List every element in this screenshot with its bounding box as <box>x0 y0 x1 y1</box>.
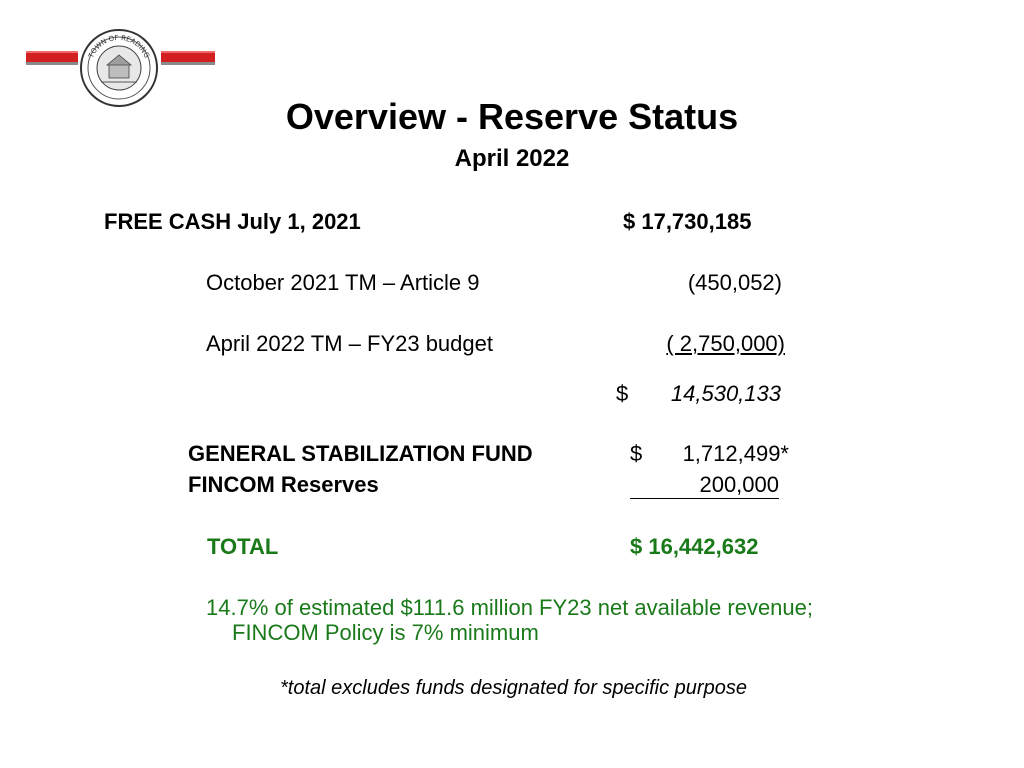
adjustment-amount-1: (450,052) <box>687 270 782 295</box>
adjustment-amount-2-value: ( 2,750,000) <box>666 331 785 356</box>
header-bar-left <box>26 51 78 65</box>
policy-note-line1: 14.7% of estimated $111.6 million FY23 n… <box>206 595 813 620</box>
stabilization-fund-currency: $ <box>630 441 643 466</box>
page-subtitle: April 2022 <box>454 145 570 172</box>
total-label: TOTAL <box>207 534 279 559</box>
adjustment-amount-2: ( 2,750,000) <box>620 331 785 357</box>
subtotal-amount: 14,530,133 <box>670 381 781 406</box>
page-title: Overview - Reserve Status <box>285 96 739 137</box>
stabilization-fund-label: GENERAL STABILIZATION FUND <box>188 441 533 466</box>
policy-note-line2: FINCOM Policy is 7% minimum <box>232 620 539 645</box>
town-seal-logo: TOWN OF READING <box>80 29 158 107</box>
adjustment-label-2: April 2022 TM – FY23 budget <box>206 331 493 356</box>
header-bar-right <box>161 51 215 65</box>
fincom-reserves-label: FINCOM Reserves <box>188 472 379 497</box>
fincom-reserves-amount: 200,000 <box>630 472 779 499</box>
total-amount: $ 16,442,632 <box>630 534 759 559</box>
stabilization-fund-amount: 1,712,499* <box>682 441 789 466</box>
adjustment-label-1: October 2021 TM – Article 9 <box>206 270 480 295</box>
free-cash-amount: $ 17,730,185 <box>623 209 752 234</box>
free-cash-label: FREE CASH July 1, 2021 <box>104 209 361 234</box>
footnote: *total excludes funds designated for spe… <box>280 677 747 699</box>
subtotal-currency: $ <box>616 381 629 406</box>
